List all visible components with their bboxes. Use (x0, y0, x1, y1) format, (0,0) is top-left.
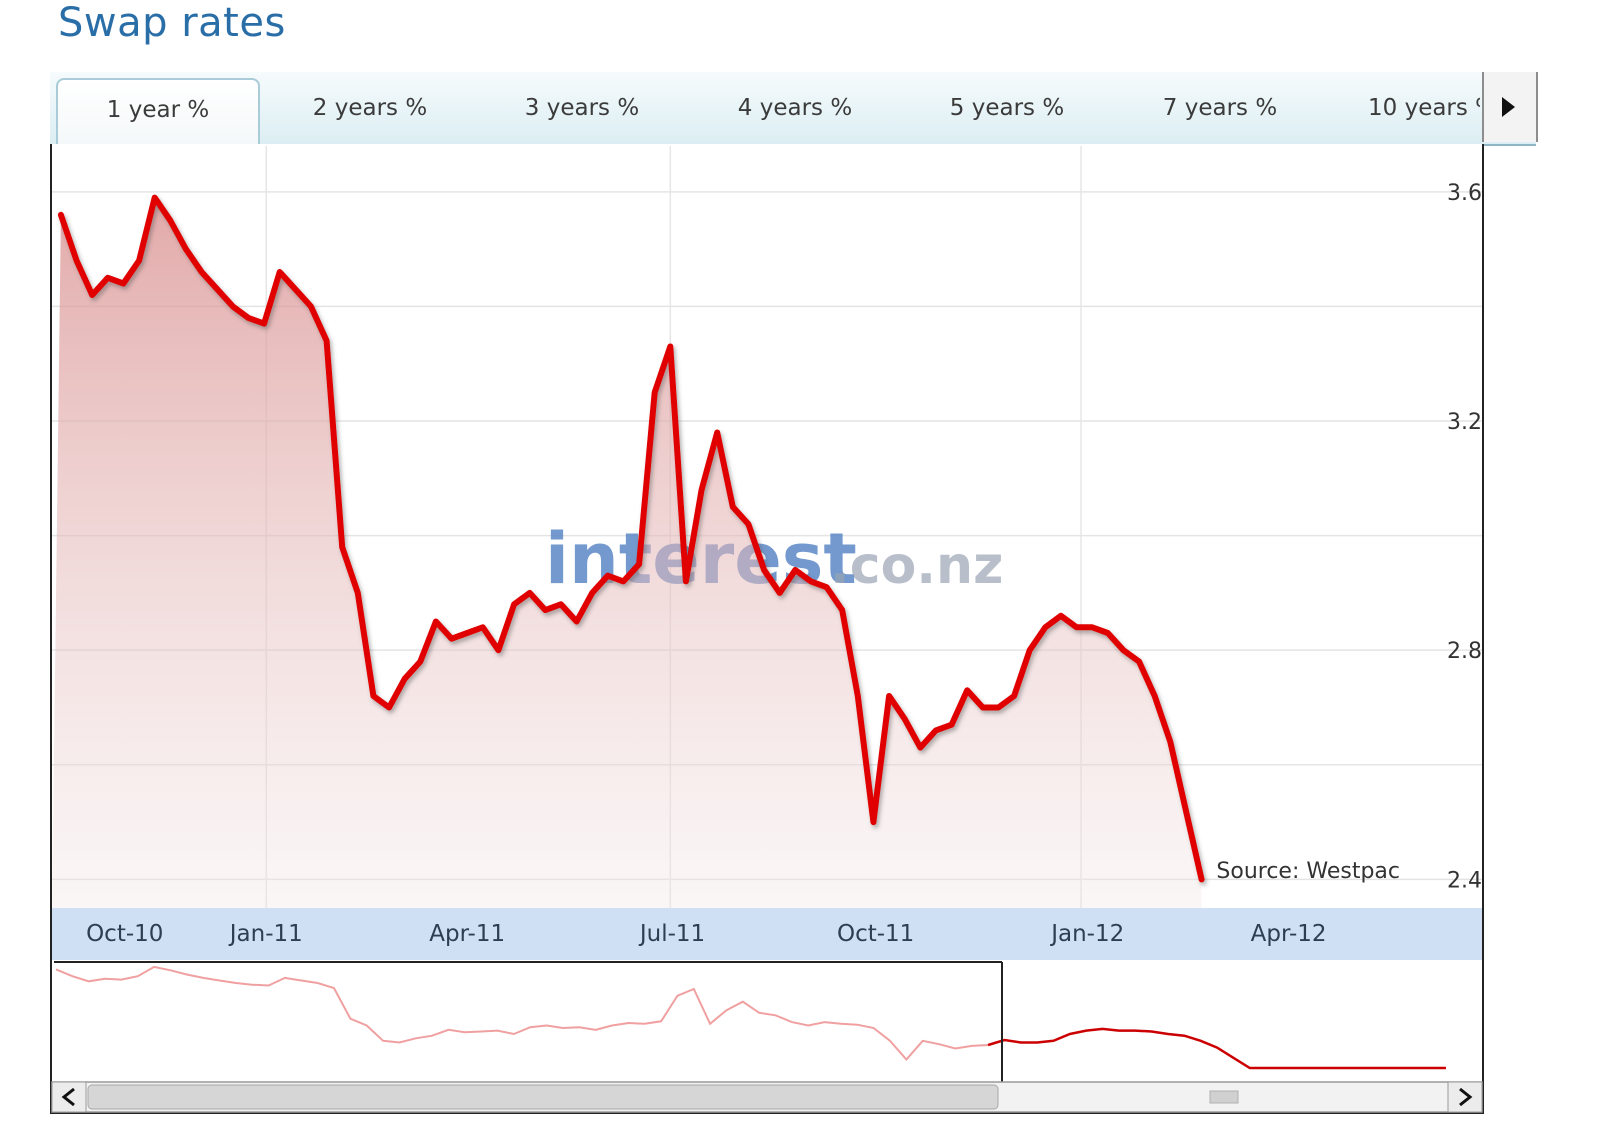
x-tick-label: Apr-11 (429, 921, 505, 947)
x-tick-label: Apr-12 (1251, 921, 1327, 947)
tab-1-year[interactable]: 1 year % (56, 78, 260, 146)
x-tick-label: Jul-11 (638, 921, 705, 947)
x-axis-band (52, 908, 1482, 960)
tab-4-years[interactable]: 4 years % (737, 95, 853, 121)
y-tick-label: 2.8 (1447, 639, 1482, 664)
y-axis-ticks: 3.6 3.2 2.8 2.4 (1447, 181, 1482, 894)
tab-5-years[interactable]: 5 years % (949, 95, 1065, 121)
tab-10-years[interactable]: 10 years % (1368, 95, 1480, 121)
tab-3-years[interactable]: 3 years % (524, 95, 640, 121)
x-tick-label: Jan-12 (1049, 921, 1124, 947)
x-axis-ticks: Oct-10 Jan-11 Apr-11 Jul-11 Oct-11 Jan-12 Apr-… (86, 921, 1326, 947)
scrollbar-thumb[interactable] (87, 1084, 999, 1110)
triangle-right-icon (1502, 97, 1515, 117)
navigator-line-selected (987, 1027, 1446, 1070)
chevron-right-icon[interactable] (1447, 1081, 1483, 1113)
y-tick-label: 3.2 (1447, 410, 1482, 435)
x-tick-label: Oct-10 (86, 921, 163, 947)
navigator (52, 960, 1482, 1084)
series-area-fill (52, 197, 1202, 909)
source-label: Source: Westpac (1216, 859, 1400, 884)
chevron-left-icon[interactable] (51, 1081, 87, 1113)
navigator-line-faded (55, 965, 1021, 1062)
tab-2-years[interactable]: 2 years % (312, 95, 428, 121)
tab-7-years[interactable]: 7 years % (1162, 95, 1278, 121)
y-tick-label: 2.4 (1447, 868, 1482, 893)
x-tick-label: Jan-11 (228, 921, 303, 947)
x-tick-label: Oct-11 (837, 921, 914, 947)
page-title: Swap rates (58, 0, 286, 46)
watermark-suffix: .co.nz (830, 536, 1003, 596)
navigator-scrollbar[interactable] (51, 1081, 1483, 1113)
y-tick-label: 3.6 (1447, 181, 1482, 206)
series-line (57, 194, 1205, 883)
tab-scroll-right-button[interactable] (1482, 72, 1538, 142)
tab-bar: 1 year % 2 years % 3 years % 4 years % 5… (50, 72, 1538, 146)
